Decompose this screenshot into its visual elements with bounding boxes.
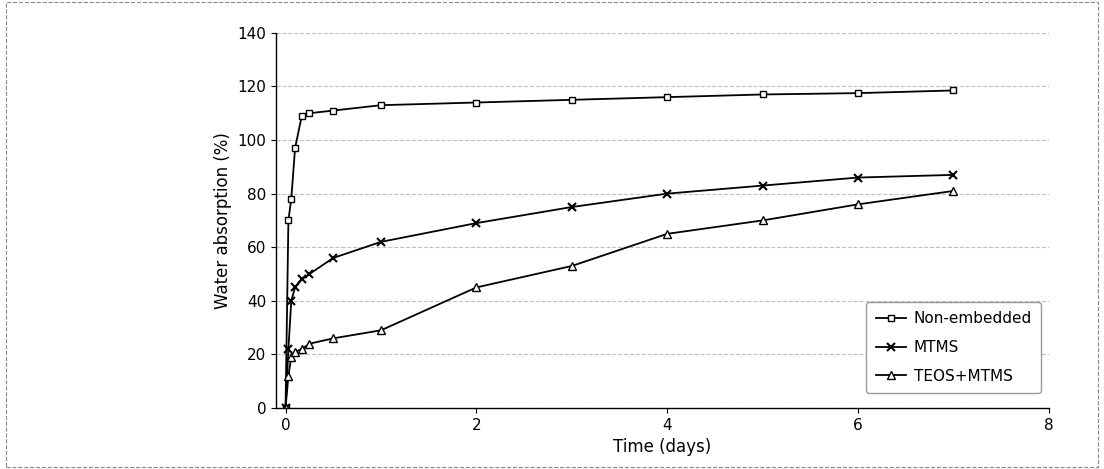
- Line: MTMS: MTMS: [282, 171, 957, 412]
- Line: TEOS+MTMS: TEOS+MTMS: [282, 187, 957, 412]
- TEOS+MTMS: [327, 335, 340, 341]
- TEOS+MTMS: [660, 231, 673, 237]
- TEOS+MTMS: [302, 341, 316, 347]
- MTMS: [374, 239, 388, 245]
- MTMS: [947, 172, 960, 178]
- Non-embedded: [302, 110, 316, 116]
- TEOS+MTMS: [756, 218, 769, 223]
- Non-embedded: [851, 91, 864, 96]
- TEOS+MTMS: [282, 373, 295, 378]
- MTMS: [279, 405, 293, 411]
- Non-embedded: [295, 113, 308, 119]
- Line: Non-embedded: Non-embedded: [282, 87, 957, 411]
- TEOS+MTMS: [947, 188, 960, 194]
- Legend: Non-embedded, MTMS, TEOS+MTMS: Non-embedded, MTMS, TEOS+MTMS: [867, 302, 1041, 393]
- TEOS+MTMS: [469, 285, 482, 290]
- Non-embedded: [279, 405, 293, 411]
- MTMS: [285, 298, 298, 303]
- Non-embedded: [469, 100, 482, 106]
- Non-embedded: [327, 108, 340, 113]
- Non-embedded: [285, 196, 298, 202]
- TEOS+MTMS: [374, 327, 388, 333]
- MTMS: [288, 285, 301, 290]
- MTMS: [295, 277, 308, 282]
- TEOS+MTMS: [279, 405, 293, 411]
- MTMS: [660, 191, 673, 197]
- Non-embedded: [565, 97, 578, 103]
- TEOS+MTMS: [295, 346, 308, 352]
- Non-embedded: [374, 102, 388, 108]
- Non-embedded: [756, 91, 769, 97]
- X-axis label: Time (days): Time (days): [614, 439, 711, 456]
- MTMS: [469, 220, 482, 226]
- Non-embedded: [282, 218, 295, 223]
- TEOS+MTMS: [851, 202, 864, 207]
- Y-axis label: Water absorption (%): Water absorption (%): [214, 132, 232, 309]
- MTMS: [282, 346, 295, 352]
- Non-embedded: [660, 94, 673, 100]
- MTMS: [565, 204, 578, 210]
- TEOS+MTMS: [565, 263, 578, 269]
- TEOS+MTMS: [288, 349, 301, 355]
- TEOS+MTMS: [285, 354, 298, 360]
- MTMS: [327, 255, 340, 261]
- Non-embedded: [288, 145, 301, 151]
- Non-embedded: [947, 88, 960, 93]
- MTMS: [302, 271, 316, 277]
- MTMS: [756, 183, 769, 189]
- MTMS: [851, 175, 864, 181]
